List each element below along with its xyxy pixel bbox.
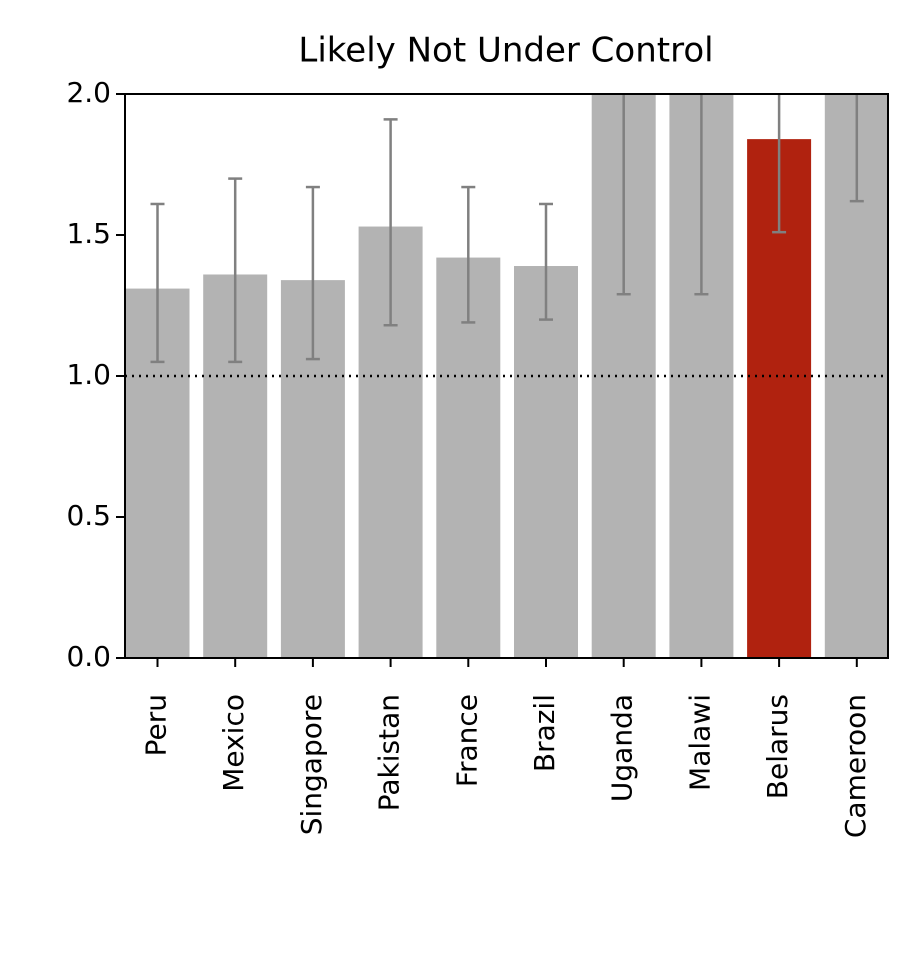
x-tick-label: Uganda	[606, 694, 639, 802]
error-bar	[849, 94, 864, 203]
y-tick-label: 1.0	[66, 358, 111, 391]
x-tick-label: Singapore	[295, 694, 328, 835]
error-bar	[539, 202, 553, 321]
error-bar	[383, 118, 398, 327]
x-tick-label: France	[450, 694, 483, 787]
error-bar	[305, 185, 320, 361]
x-tick-label: Pakistan	[373, 694, 406, 811]
chart-title: Likely Not Under Control	[298, 31, 713, 71]
bar	[436, 257, 501, 658]
error-bar	[772, 94, 787, 234]
x-tick-label: Belarus	[761, 694, 794, 799]
x-tick-label: Peru	[140, 694, 173, 756]
error-bar	[150, 202, 165, 364]
x-tick-label: Mexico	[217, 694, 250, 792]
error-bar	[616, 94, 631, 296]
x-tick-label: Malawi	[683, 694, 716, 791]
error-bar	[461, 185, 476, 324]
x-tick-label: Brazil	[528, 694, 561, 772]
plot-area	[125, 94, 888, 658]
bar	[514, 266, 578, 658]
x-tick-label: Cameroon	[839, 694, 872, 838]
y-tick-label: 1.5	[66, 217, 111, 250]
y-tick-label: 0.0	[66, 640, 111, 673]
y-tick-label: 0.5	[66, 499, 111, 532]
error-bar	[228, 177, 243, 364]
error-bar	[694, 94, 709, 296]
y-tick-label: 2.0	[66, 76, 111, 109]
